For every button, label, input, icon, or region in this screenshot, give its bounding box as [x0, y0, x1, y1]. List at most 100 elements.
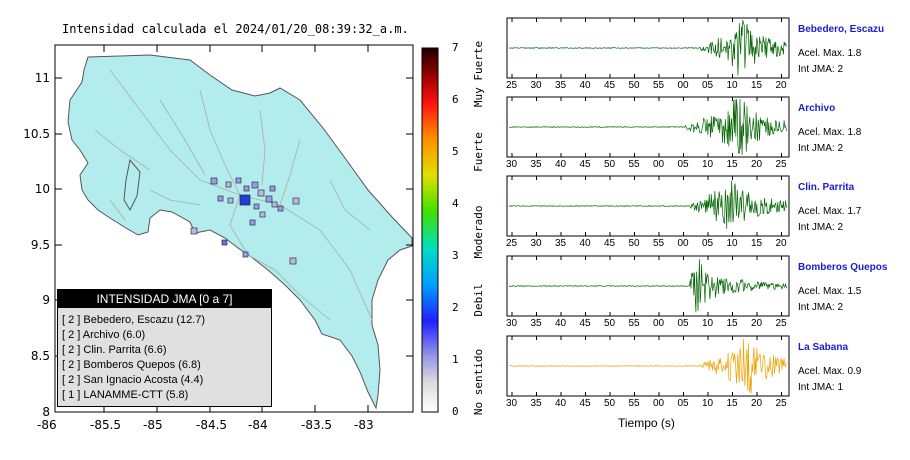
- trace-tick-label: 40: [555, 318, 567, 329]
- lon-tick-label: -85.5: [90, 418, 122, 432]
- lon-tick-label: -84.5: [196, 418, 228, 432]
- station-marker: [269, 185, 276, 192]
- trace-tick-label: 30: [506, 398, 518, 409]
- trace-int-jma: Int JMA: 2: [798, 143, 844, 154]
- trace-tick-label: 55: [653, 238, 665, 249]
- trace-tick-label: 10: [726, 80, 738, 91]
- station-marker: [265, 195, 273, 203]
- lon-tick-label: -83: [354, 418, 374, 432]
- trace-tick-label: 50: [604, 318, 616, 329]
- trace-tick-label: 45: [579, 398, 591, 409]
- trace-tick-label: 40: [579, 80, 591, 91]
- station-marker: [225, 181, 232, 188]
- station-marker: [235, 177, 242, 184]
- intensity-legend: INTENSIDAD JMA [0 a 7] [ 2 ] Bebedero, E…: [57, 289, 272, 407]
- station-marker: [277, 205, 284, 212]
- epicenter-marker: [239, 194, 251, 206]
- lon-tick-label: -85: [143, 418, 163, 432]
- trace-int-jma: Int JMA: 2: [798, 222, 844, 233]
- station-marker: [217, 195, 224, 202]
- trace-tick-label: 05: [677, 398, 689, 409]
- trace-tick-label: 50: [604, 398, 616, 409]
- trace-tick-label: 55: [628, 398, 640, 409]
- station-marker: [257, 189, 265, 197]
- trace-tick-label: 35: [555, 238, 567, 249]
- lat-tick-label: 11: [34, 71, 50, 85]
- station-marker: [210, 177, 218, 185]
- station-marker: [242, 251, 249, 258]
- trace-tick-label: 25: [506, 80, 518, 91]
- colorbar-category-label: Muy Fuerte: [472, 40, 485, 108]
- trace-tick-label: 05: [702, 80, 714, 91]
- time-axis-label: Tiempo (s): [618, 416, 675, 430]
- lat-tick-label: 10: [34, 182, 50, 196]
- trace-tick-label: 40: [579, 238, 591, 249]
- trace-tick-label: 15: [726, 159, 738, 170]
- trace-station-name: La Sabana: [798, 342, 849, 353]
- trace-tick-label: 15: [751, 80, 763, 91]
- lat-tick-label: 9.5: [30, 238, 50, 252]
- colorbar-tick-label: 4: [452, 197, 459, 210]
- trace-tick-label: 25: [506, 238, 518, 249]
- station-marker: [253, 203, 260, 210]
- trace-station-name: Bebedero, Escazu: [798, 24, 885, 35]
- trace-tick-label: 10: [726, 238, 738, 249]
- trace-tick-label: 20: [775, 238, 787, 249]
- trace-tick-label: 00: [653, 159, 665, 170]
- costa-rica-landmass: [67, 54, 413, 410]
- trace-tick-label: 15: [751, 238, 763, 249]
- trace-tick-label: 50: [628, 80, 640, 91]
- trace-station-name: Clin. Parrita: [798, 182, 855, 193]
- trace-tick-label: 20: [751, 159, 763, 170]
- legend-row: [ 2 ] Bebedero, Escazu (12.7): [62, 314, 206, 326]
- station-marker: [292, 197, 300, 205]
- trace-tick-label: 35: [530, 159, 542, 170]
- trace-tick-label: 35: [530, 398, 542, 409]
- colorbar-tick-label: 7: [452, 41, 459, 54]
- legend-title: INTENSIDAD JMA [0 a 7]: [58, 290, 271, 308]
- station-markers: [190, 177, 300, 265]
- station-marker: [221, 239, 228, 246]
- trace-tick-label: 20: [775, 80, 787, 91]
- trace-tick-label: 00: [677, 238, 689, 249]
- station-marker: [259, 211, 266, 218]
- colorbar-tick-label: 1: [452, 353, 459, 366]
- colorbar-category-label: Fuerte: [472, 132, 485, 172]
- trace-tick-label: 25: [775, 398, 787, 409]
- trace-tick-label: 05: [677, 159, 689, 170]
- station-marker: [249, 219, 256, 226]
- trace-tick-label: 55: [653, 80, 665, 91]
- colorbar-tick-label: 3: [452, 249, 459, 262]
- trace-tick-label: 10: [702, 318, 714, 329]
- lon-tick-label: -83.5: [301, 418, 333, 432]
- station-marker: [190, 227, 198, 235]
- intensity-colorbar: [421, 47, 439, 413]
- map-axis-ticks: [55, 45, 413, 412]
- trace-tick-label: 30: [506, 318, 518, 329]
- lon-tick-label: -84: [248, 418, 268, 432]
- trace-tick-label: 40: [555, 159, 567, 170]
- trace-int-jma: Int JMA: 2: [798, 64, 844, 75]
- trace-station-name: Bomberos Quepos: [798, 262, 888, 273]
- station-marker: [251, 181, 259, 189]
- trace-int-jma: Int JMA: 2: [798, 302, 844, 313]
- station-marker: [289, 257, 297, 265]
- trace-tick-label: 05: [677, 318, 689, 329]
- trace-tick-label: 00: [677, 80, 689, 91]
- trace-tick-label: 35: [555, 80, 567, 91]
- trace-tick-label: 40: [555, 398, 567, 409]
- trace-int-jma: Int JMA: 1: [798, 382, 844, 393]
- trace-tick-label: 20: [751, 398, 763, 409]
- trace-tick-label: 45: [579, 318, 591, 329]
- trace-accel-max: Acel. Max. 1.8: [798, 48, 862, 59]
- lat-tick-label: 10.5: [23, 127, 50, 141]
- trace-tick-label: 45: [604, 80, 616, 91]
- trace-tick-label: 30: [530, 238, 542, 249]
- trace-tick-label: 45: [604, 238, 616, 249]
- trace-accel-max: Acel. Max. 1.8: [798, 127, 862, 138]
- colorbar-tick-label: 6: [452, 93, 459, 106]
- trace-tick-label: 00: [653, 398, 665, 409]
- map-title: Intensidad calculada el 2024/01/20_08:39…: [62, 22, 409, 36]
- legend-row: [ 1 ] LANAMME-CTT (5.8): [62, 389, 189, 401]
- trace-tick-label: 35: [530, 318, 542, 329]
